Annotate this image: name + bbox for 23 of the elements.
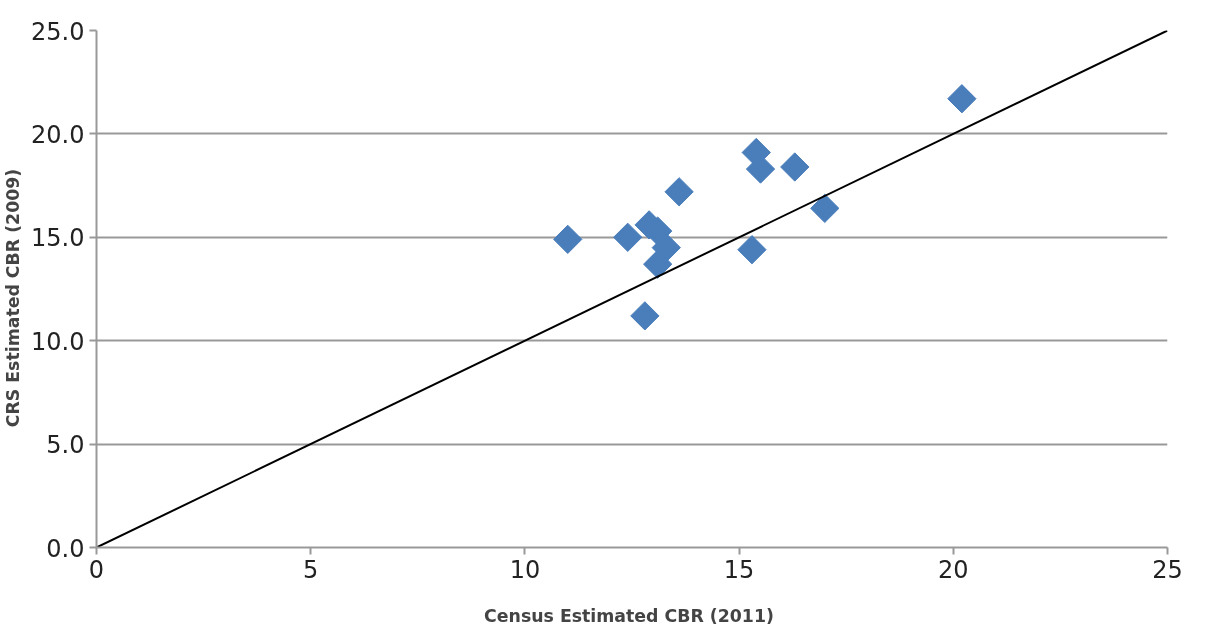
- point: [613, 222, 643, 252]
- x-tick-label: 25: [1152, 555, 1183, 584]
- y-tick-label: 20.0: [31, 120, 85, 149]
- x-tick-label: 15: [723, 555, 755, 584]
- point: [737, 235, 767, 265]
- point: [553, 224, 583, 255]
- point: [780, 152, 810, 182]
- y-axis-title: CRS Estimated CBR (2009): [3, 168, 24, 428]
- point: [664, 177, 694, 207]
- point: [643, 249, 673, 279]
- y-tick-label: 10.0: [31, 327, 85, 356]
- y-tick-label: 15.0: [31, 224, 85, 253]
- x-tick-label: 10: [509, 555, 541, 584]
- y-tick-label: 5.0: [46, 431, 85, 460]
- y-tick-label: 0.0: [46, 534, 85, 563]
- y-tick-label: 25.0: [31, 17, 85, 46]
- x-tick-label: 5: [303, 555, 319, 584]
- x-tick-label: 0: [88, 555, 105, 584]
- point: [630, 301, 660, 331]
- point: [947, 84, 977, 114]
- x-axis-title: Census Estimated CBR (2011): [484, 605, 774, 626]
- point: [810, 193, 840, 223]
- x-tick-label: 20: [938, 555, 969, 584]
